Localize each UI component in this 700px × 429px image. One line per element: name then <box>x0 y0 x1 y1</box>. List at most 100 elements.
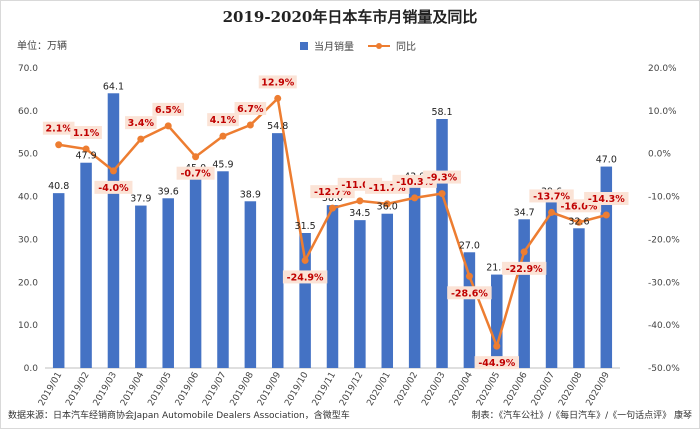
yoy-value-label: 2.1% <box>46 124 73 135</box>
footer: 数据来源：日本汽车经销商协会Japan Automobile Dealers A… <box>8 408 692 421</box>
yoy-point <box>192 153 200 161</box>
bar <box>408 183 421 368</box>
yoy-point <box>411 194 419 202</box>
yoy-label-box <box>447 286 492 300</box>
yoy-value-label: -16.0% <box>560 201 597 212</box>
x-tick-label: 2019/05 <box>146 371 173 408</box>
bar-value-label: 38.0 <box>322 193 343 204</box>
legend-bar-swatch <box>300 41 308 50</box>
yoy-value-label: 6.5% <box>155 105 182 116</box>
y-left-tick-label: 70.0 <box>18 64 38 74</box>
x-tick-label: 2019/08 <box>229 370 256 408</box>
yoy-point <box>274 94 282 102</box>
y-left-tick-label: 10.0 <box>18 321 38 331</box>
bar-value-label: 47.9 <box>75 151 96 162</box>
y-left-tick-label: 60.0 <box>18 107 38 117</box>
yoy-point <box>301 256 309 264</box>
yoy-value-label: -11.7% <box>369 183 406 194</box>
bar-value-label: 31.5 <box>295 221 316 232</box>
yoy-value-label: -0.7% <box>180 169 211 180</box>
yoy-value-label: -4.0% <box>98 183 129 194</box>
x-tick-label: 2020/02 <box>393 371 420 408</box>
bar <box>271 133 284 368</box>
bar <box>381 213 394 368</box>
x-tick-label: 2019/02 <box>64 371 91 408</box>
x-tick-label: 2020/09 <box>585 370 612 408</box>
yoy-point <box>246 121 254 129</box>
x-tick-label: 2019/06 <box>174 370 201 408</box>
yoy-label-box <box>176 166 215 180</box>
bar <box>299 233 311 368</box>
bar <box>52 193 65 368</box>
yoy-value-label: -10.3% <box>396 177 433 188</box>
y-right-tick-label: -20.0% <box>648 235 680 245</box>
y-right-tick-label: -30.0% <box>648 278 680 288</box>
bar <box>354 220 366 368</box>
bar-value-label: 38.9 <box>240 189 261 200</box>
y-left-tick-label: 30.0 <box>18 235 38 245</box>
yoy-label-box <box>125 116 157 130</box>
y-left-tick-label: 40.0 <box>18 193 38 203</box>
x-tick-label: 2019/07 <box>201 371 228 408</box>
x-tick-label: 2019/11 <box>311 371 338 408</box>
yoy-label-box <box>474 356 519 370</box>
yoy-label-box <box>152 102 185 116</box>
x-tick-label: 2019/09 <box>256 370 283 408</box>
bar <box>135 205 147 368</box>
x-tick-label: 2019/10 <box>283 370 310 408</box>
bar-value-label: 21.8 <box>486 263 507 274</box>
x-tick-label: 2020/06 <box>502 370 529 408</box>
yoy-label-box <box>423 170 462 184</box>
legend-item-sales: 当月销量 <box>300 38 354 53</box>
y-left-tick-label: 20.0 <box>18 278 38 288</box>
y-right-tick-label: -10.0% <box>648 193 680 203</box>
yoy-label-box <box>70 126 102 139</box>
yoy-value-label: -12.7% <box>314 187 351 198</box>
bar <box>491 274 503 368</box>
yoy-value-label: 12.9% <box>261 77 294 88</box>
yoy-value-label: 6.7% <box>237 104 264 115</box>
bar <box>573 228 585 368</box>
bar <box>107 93 120 369</box>
bar <box>80 162 92 368</box>
yoy-label-box <box>529 189 574 203</box>
bar-value-label: 27.0 <box>459 240 480 251</box>
x-tick-label: 2020/03 <box>420 371 447 408</box>
bar <box>326 205 339 368</box>
bar-value-label: 36.0 <box>377 202 398 213</box>
bar <box>162 198 174 368</box>
source-note: 数据来源：日本汽车经销商协会Japan Automobile Dealers A… <box>8 411 350 421</box>
legend: 当月销量 同比 <box>300 38 430 53</box>
yoy-label-box <box>234 102 267 115</box>
bar-value-label: 54.8 <box>267 121 288 132</box>
legend-label-sales: 当月销量 <box>314 42 354 53</box>
x-tick-label: 2019/01 <box>37 371 64 408</box>
bar <box>436 119 448 368</box>
bar-value-label: 32.6 <box>568 216 589 227</box>
legend-label-yoy: 同比 <box>396 42 416 53</box>
bar-value-label: 40.8 <box>48 181 69 192</box>
credit-note: 制表：《汽车公社》/《每日汽车》/《一句话点评》 康琴 <box>471 411 692 421</box>
yoy-point <box>356 197 364 205</box>
bar-value-label: 34.7 <box>514 207 535 218</box>
yoy-point <box>164 122 172 130</box>
x-tick-label: 2019/12 <box>338 371 365 408</box>
yoy-value-label: -24.9% <box>287 272 324 283</box>
yoy-point <box>329 204 336 212</box>
x-tick-label: 2019/04 <box>119 370 146 408</box>
yoy-value-label: -9.3% <box>427 173 458 184</box>
yoy-point <box>465 272 473 280</box>
bar-value-label: 64.1 <box>103 81 124 92</box>
yoy-label-box <box>501 261 547 275</box>
x-tick-label: 2020/08 <box>557 370 584 408</box>
bar-value-label: 58.1 <box>431 107 452 118</box>
x-tick-label: 2020/05 <box>475 371 502 408</box>
yoy-label-box <box>282 270 328 284</box>
yoy-value-label: -44.9% <box>478 358 515 369</box>
yoy-point <box>109 167 117 175</box>
y-right-tick-label: 0.0% <box>648 150 671 160</box>
bar <box>463 252 476 368</box>
yoy-label-box <box>584 192 629 205</box>
yoy-point <box>55 141 63 149</box>
